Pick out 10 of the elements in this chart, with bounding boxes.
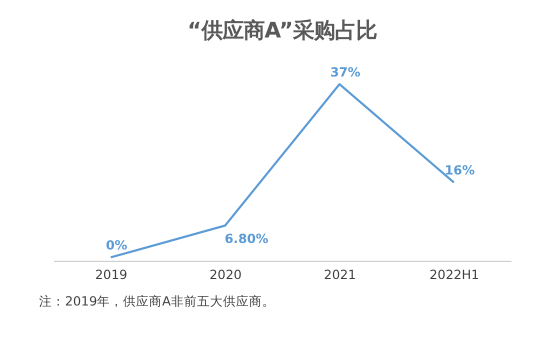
x-tick-label: 2020: [210, 266, 242, 282]
x-tick-label: 2019: [95, 266, 128, 282]
data-label: 0%: [106, 238, 128, 253]
data-label: 16%: [444, 162, 476, 178]
x-tick-label: 2021: [324, 266, 356, 282]
text: 注：2019年，供应商A非前五大供应商。: [38, 294, 275, 309]
data-label: 6.80%: [224, 231, 269, 246]
chart-title: “供应商A”采购占比: [187, 18, 378, 44]
data-label: 37%: [330, 64, 361, 80]
x-tick-label: 2022H1: [430, 266, 480, 282]
